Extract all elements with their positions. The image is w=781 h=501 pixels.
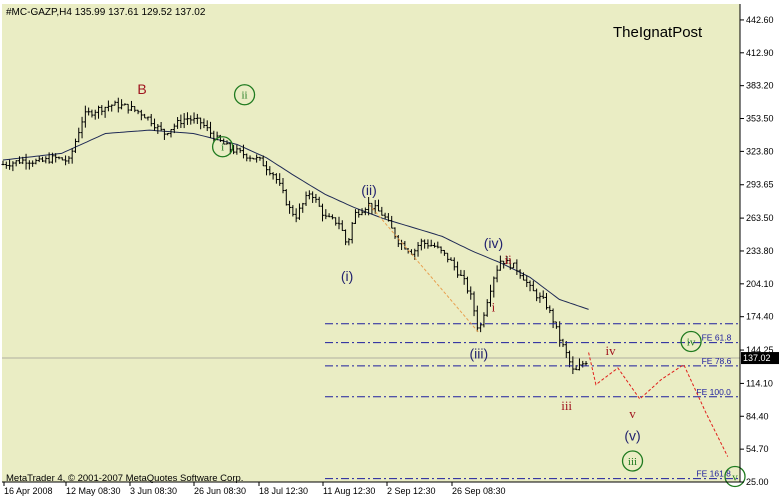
wave-label: ii <box>241 90 247 102</box>
wave-label: (i) <box>341 268 353 284</box>
fibo-level-label: FE 100.0 <box>696 387 731 397</box>
y-tick-label: 114.10 <box>746 378 773 388</box>
y-tick-label: 144.25 <box>746 345 774 355</box>
current-price-label: 137.02 <box>743 353 771 363</box>
y-tick-label: 54.70 <box>746 444 769 454</box>
projection-path <box>588 352 729 457</box>
fibo-level-label: FE 61.8 <box>702 333 732 343</box>
price-bars-layer <box>1 97 588 375</box>
fibo-level-label: FE 78.6 <box>702 356 732 366</box>
wave-label: (iv) <box>484 235 503 251</box>
wave-label: iii <box>561 398 572 413</box>
x-tick-label: 11 Aug 12:30 <box>323 486 375 496</box>
wave-circle <box>621 450 644 472</box>
y-tick-label: 412.90 <box>746 48 774 58</box>
fibo-level-label: FE 161.8 <box>696 469 731 479</box>
y-tick-label: 293.65 <box>746 180 774 190</box>
symbol-header: #MC-GAZP,H4 135.99 137.61 129.52 137.02 <box>6 7 206 18</box>
wave-label: i <box>492 300 496 315</box>
wave-label: iv <box>605 343 616 358</box>
wave-label: v <box>732 471 738 483</box>
y-tick-label: 323.80 <box>746 146 774 156</box>
wave-circle <box>211 136 234 158</box>
x-tick-label: 16 Apr 2008 <box>4 486 53 496</box>
trend-dashed-line <box>368 203 480 333</box>
wave-label: ii <box>504 252 512 267</box>
axes-layer: 442.60 412.90 383.20 353.50 323.80 293.65 263.… <box>2 4 779 496</box>
y-tick-label: 25.00 <box>746 477 769 487</box>
watermark-label: TheIgnatPost <box>613 24 703 41</box>
wave-label: v <box>629 406 636 421</box>
y-tick-label: 233.80 <box>746 246 774 256</box>
moving-average-line <box>2 129 589 310</box>
wave-label: iii <box>628 456 637 468</box>
wave-label: B <box>137 81 146 97</box>
y-tick-label: 353.50 <box>746 114 774 124</box>
moving-average-layer <box>2 129 589 310</box>
wave-circle <box>680 330 702 353</box>
x-tick-label: 12 May 08:30 <box>66 486 121 496</box>
wave-label: (ii) <box>361 182 377 198</box>
wave-circle <box>233 84 256 106</box>
wave-label: iv <box>687 336 696 348</box>
y-tick-label: 174.40 <box>746 312 774 322</box>
projection-layer <box>368 203 729 457</box>
copyright-label: MetaTrader 4, © 2001-2007 MetaQuotes Sof… <box>6 473 243 484</box>
x-tick-label: 3 Jun 08:30 <box>130 486 177 496</box>
wave-label: (iii) <box>469 346 488 362</box>
wave-circle <box>724 465 746 488</box>
y-tick-label: 84.40 <box>746 411 769 421</box>
fibo-levels-layer: FE 61.8 FE 78.6 FE 100.0 FE 161.8 <box>325 323 740 480</box>
plot-area <box>2 4 740 482</box>
y-tick-label: 263.50 <box>746 213 774 223</box>
wave-label: i <box>221 142 224 154</box>
wave-label: (v) <box>624 427 640 443</box>
x-tick-label: 2 Sep 12:30 <box>387 486 436 496</box>
y-tick-label: 204.10 <box>746 279 774 289</box>
x-tick-label: 26 Sep 08:30 <box>452 486 506 496</box>
x-tick-label: 18 Jul 12:30 <box>259 486 308 496</box>
y-tick-label: 383.20 <box>746 81 774 91</box>
x-tick-label: 26 Jun 08:30 <box>194 486 246 496</box>
current-price-box <box>741 352 779 365</box>
y-tick-label: 442.60 <box>746 15 774 25</box>
